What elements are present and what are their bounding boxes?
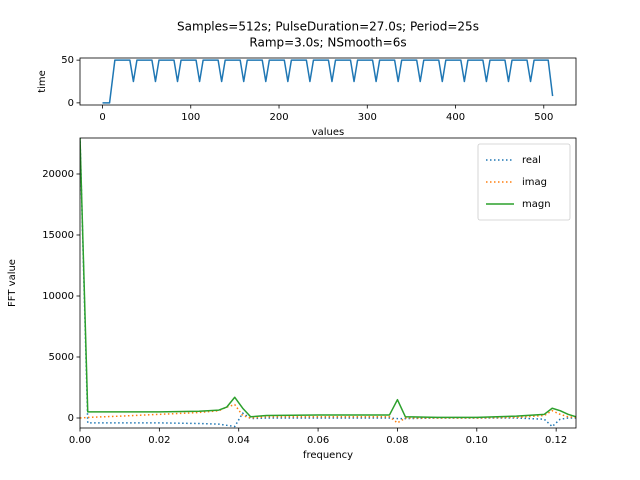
x-tick-label: 500 bbox=[534, 112, 553, 123]
x-axis-label: frequency bbox=[303, 450, 353, 461]
x-tick-label: 0 bbox=[99, 112, 105, 123]
x-axis-label: values bbox=[312, 127, 345, 138]
y-tick-label: 10000 bbox=[42, 291, 74, 302]
x-tick-label: 0.04 bbox=[228, 435, 250, 446]
y-tick-label: 0 bbox=[68, 413, 74, 424]
y-tick-label: 50 bbox=[61, 55, 74, 66]
plot-lines bbox=[102, 59, 554, 104]
y-axis-label: time bbox=[37, 70, 48, 93]
legend-box bbox=[477, 143, 571, 221]
plot-area bbox=[80, 58, 576, 105]
y-tick-label: 20000 bbox=[42, 169, 74, 180]
series-line bbox=[80, 138, 576, 419]
y-tick-label: 0 bbox=[68, 98, 74, 109]
x-tick-label: 0.10 bbox=[466, 435, 488, 446]
legend-label: real bbox=[522, 155, 541, 166]
x-tick-label: 0.08 bbox=[386, 435, 408, 446]
x-tick-label: 300 bbox=[358, 112, 377, 123]
legend-label: magn bbox=[522, 199, 551, 210]
x-tick-label: 100 bbox=[181, 112, 200, 123]
y-tick-label: 5000 bbox=[49, 352, 74, 363]
x-tick-label: 0.12 bbox=[545, 435, 567, 446]
axes-frame bbox=[79, 137, 577, 429]
x-tick-label: 0.06 bbox=[307, 435, 329, 446]
series-line bbox=[102, 59, 554, 104]
x-tick-label: 400 bbox=[446, 112, 465, 123]
y-axis-label: FFT value bbox=[7, 259, 18, 307]
series-line bbox=[80, 403, 576, 424]
legend-label: imag bbox=[522, 177, 547, 188]
axes-frame bbox=[79, 57, 577, 106]
title-line: Samples=512s; PulseDuration=27.0s; Perio… bbox=[177, 20, 479, 34]
plot-lines bbox=[80, 138, 576, 428]
x-tick-label: 200 bbox=[269, 112, 288, 123]
x-tick-label: 0.00 bbox=[69, 435, 91, 446]
title-line: Ramp=3.0s; NSmooth=6s bbox=[249, 36, 406, 50]
y-tick-label: 15000 bbox=[42, 230, 74, 241]
x-tick-label: 0.02 bbox=[148, 435, 170, 446]
series-line bbox=[80, 138, 576, 428]
